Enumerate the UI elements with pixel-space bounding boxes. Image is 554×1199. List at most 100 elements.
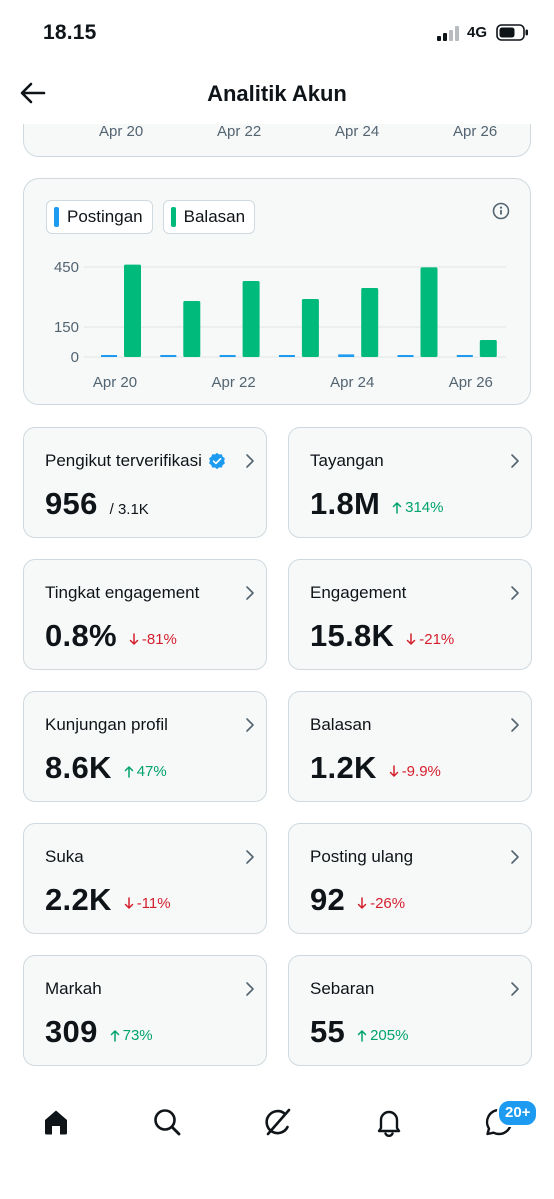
y-tick-label: 0 <box>71 349 79 366</box>
bar-postingan[interactable] <box>101 355 117 357</box>
metric-change-value: 205% <box>370 1027 409 1044</box>
metric-value-row: 1.8M 314% <box>310 486 444 522</box>
metric-value: 1.8M <box>310 486 381 521</box>
arrow-left-icon <box>20 82 46 104</box>
metric-card[interactable]: Engagement 15.8K -21% <box>288 559 532 670</box>
chevron-right-icon <box>246 982 254 996</box>
metric-value: 92 <box>310 882 346 917</box>
arrow-up-icon <box>392 502 402 514</box>
status-time: 18.15 <box>43 21 97 44</box>
messages-badge: 20+ <box>497 1099 539 1127</box>
metric-value-row: 55 205% <box>310 1014 408 1050</box>
metric-change: -81% <box>129 631 177 648</box>
metric-label: Suka <box>45 847 84 867</box>
chevron-right-icon <box>511 718 519 732</box>
legend-item-balasan[interactable]: Balasan <box>162 200 256 234</box>
y-tick-label: 150 <box>54 319 79 336</box>
arrow-up-icon <box>110 1030 119 1042</box>
bar-postingan[interactable] <box>278 355 295 357</box>
metric-card[interactable]: Tayangan 1.8M 314% <box>288 427 532 538</box>
bar-balasan[interactable] <box>124 264 141 357</box>
metric-card[interactable]: Tingkat engagement 0.8% -81% <box>23 559 267 670</box>
metric-change-value: -9.9% <box>401 763 441 780</box>
chevron-right-icon <box>246 718 254 732</box>
metric-label: Tingkat engagement <box>45 583 199 603</box>
back-button[interactable] <box>14 76 52 110</box>
metric-change: -21% <box>406 631 454 648</box>
top-x-tick: Apr 24 <box>335 123 380 140</box>
metric-change: -9.9% <box>389 763 441 780</box>
bar-postingan[interactable] <box>397 355 414 357</box>
metric-card[interactable]: Sebaran 55 205% <box>288 955 532 1066</box>
metric-label: Pengikut terverifikasi <box>45 451 226 471</box>
metric-value: 956 <box>45 486 98 521</box>
metric-value: 309 <box>45 1014 98 1049</box>
battery-icon <box>496 24 528 41</box>
metric-label-text: Kunjungan profil <box>45 715 168 734</box>
metric-card[interactable]: Suka 2.2K -11% <box>23 823 267 934</box>
metric-change-value: -81% <box>141 631 177 648</box>
bar-postingan[interactable] <box>160 355 177 357</box>
arrow-down-icon <box>129 633 139 645</box>
search-icon <box>154 1109 181 1136</box>
arrow-down-icon <box>406 633 416 645</box>
bar-balasan[interactable] <box>183 301 201 357</box>
x-tick-label: Apr 24 <box>330 374 374 391</box>
arrow-down-icon <box>389 765 398 777</box>
chevron-right-icon <box>511 850 519 864</box>
legend-swatch <box>170 207 176 227</box>
metric-card[interactable]: Markah 309 73% <box>23 955 267 1066</box>
top-chart-x-axis: Apr 20 Apr 22 Apr 24 Apr 26 <box>24 123 530 145</box>
bar-postingan[interactable] <box>456 355 473 357</box>
bar-balasan[interactable] <box>361 288 379 357</box>
metric-total: / 3.1K <box>109 501 149 518</box>
y-tick-label: 450 <box>54 259 79 276</box>
network-label: 4G <box>467 24 488 41</box>
bar-postingan[interactable] <box>219 355 236 357</box>
metric-value: 55 <box>310 1014 346 1049</box>
metric-change: 73% <box>110 1027 153 1044</box>
metric-label-text: Balasan <box>310 715 372 734</box>
metric-label-text: Tayangan <box>310 451 384 470</box>
legend-item-postingan[interactable]: Postingan <box>46 200 153 234</box>
metric-label: Posting ulang <box>310 847 413 867</box>
nav-home[interactable] <box>36 1102 76 1142</box>
bar-postingan[interactable] <box>338 354 355 357</box>
bar-balasan[interactable] <box>301 299 319 357</box>
bar-balasan[interactable] <box>420 267 438 357</box>
grok-icon <box>265 1108 291 1136</box>
metric-card[interactable]: Kunjungan profil 8.6K 47% <box>23 691 267 802</box>
home-icon <box>45 1110 67 1135</box>
metric-value-row: 8.6K 47% <box>45 750 167 786</box>
metric-card[interactable]: Posting ulang 92 -26% <box>288 823 532 934</box>
metric-label: Engagement <box>310 583 406 603</box>
info-icon[interactable] <box>490 200 512 222</box>
arrow-up-icon <box>357 1030 367 1042</box>
metric-value: 8.6K <box>45 750 112 785</box>
nav-grok[interactable] <box>258 1102 298 1142</box>
metric-value-row: 92 -26% <box>310 882 405 918</box>
metric-label-text: Pengikut terverifikasi <box>45 451 202 470</box>
metric-change: -26% <box>357 895 405 912</box>
metric-value-row: 1.2K -9.9% <box>310 750 441 786</box>
nav-search[interactable] <box>147 1102 187 1142</box>
metric-value: 15.8K <box>310 618 395 653</box>
top-x-tick: Apr 22 <box>217 123 262 140</box>
metric-card[interactable]: Balasan 1.2K -9.9% <box>288 691 532 802</box>
metric-change: 314% <box>392 499 444 516</box>
metric-value-row: 2.2K -11% <box>45 882 171 918</box>
metric-card[interactable]: Pengikut terverifikasi 956 / 3.1K <box>23 427 267 538</box>
bar-chart: 450 150 0 Apr 20 Apr 22 Apr 24 Apr 26 <box>54 259 506 391</box>
metric-label-text: Posting ulang <box>310 847 414 866</box>
notifications-icon <box>377 1110 401 1137</box>
bar-balasan[interactable] <box>242 281 260 357</box>
metric-label: Kunjungan profil <box>45 715 168 735</box>
metric-value-row: 15.8K -21% <box>310 618 454 654</box>
metric-change-value: 47% <box>136 763 167 780</box>
bar-balasan[interactable] <box>479 340 497 357</box>
metric-label: Sebaran <box>310 979 374 999</box>
x-tick-label: Apr 26 <box>449 374 493 391</box>
top-x-tick: Apr 20 <box>99 123 144 140</box>
nav-notifications[interactable] <box>369 1102 409 1142</box>
x-tick-label: Apr 20 <box>93 374 137 391</box>
